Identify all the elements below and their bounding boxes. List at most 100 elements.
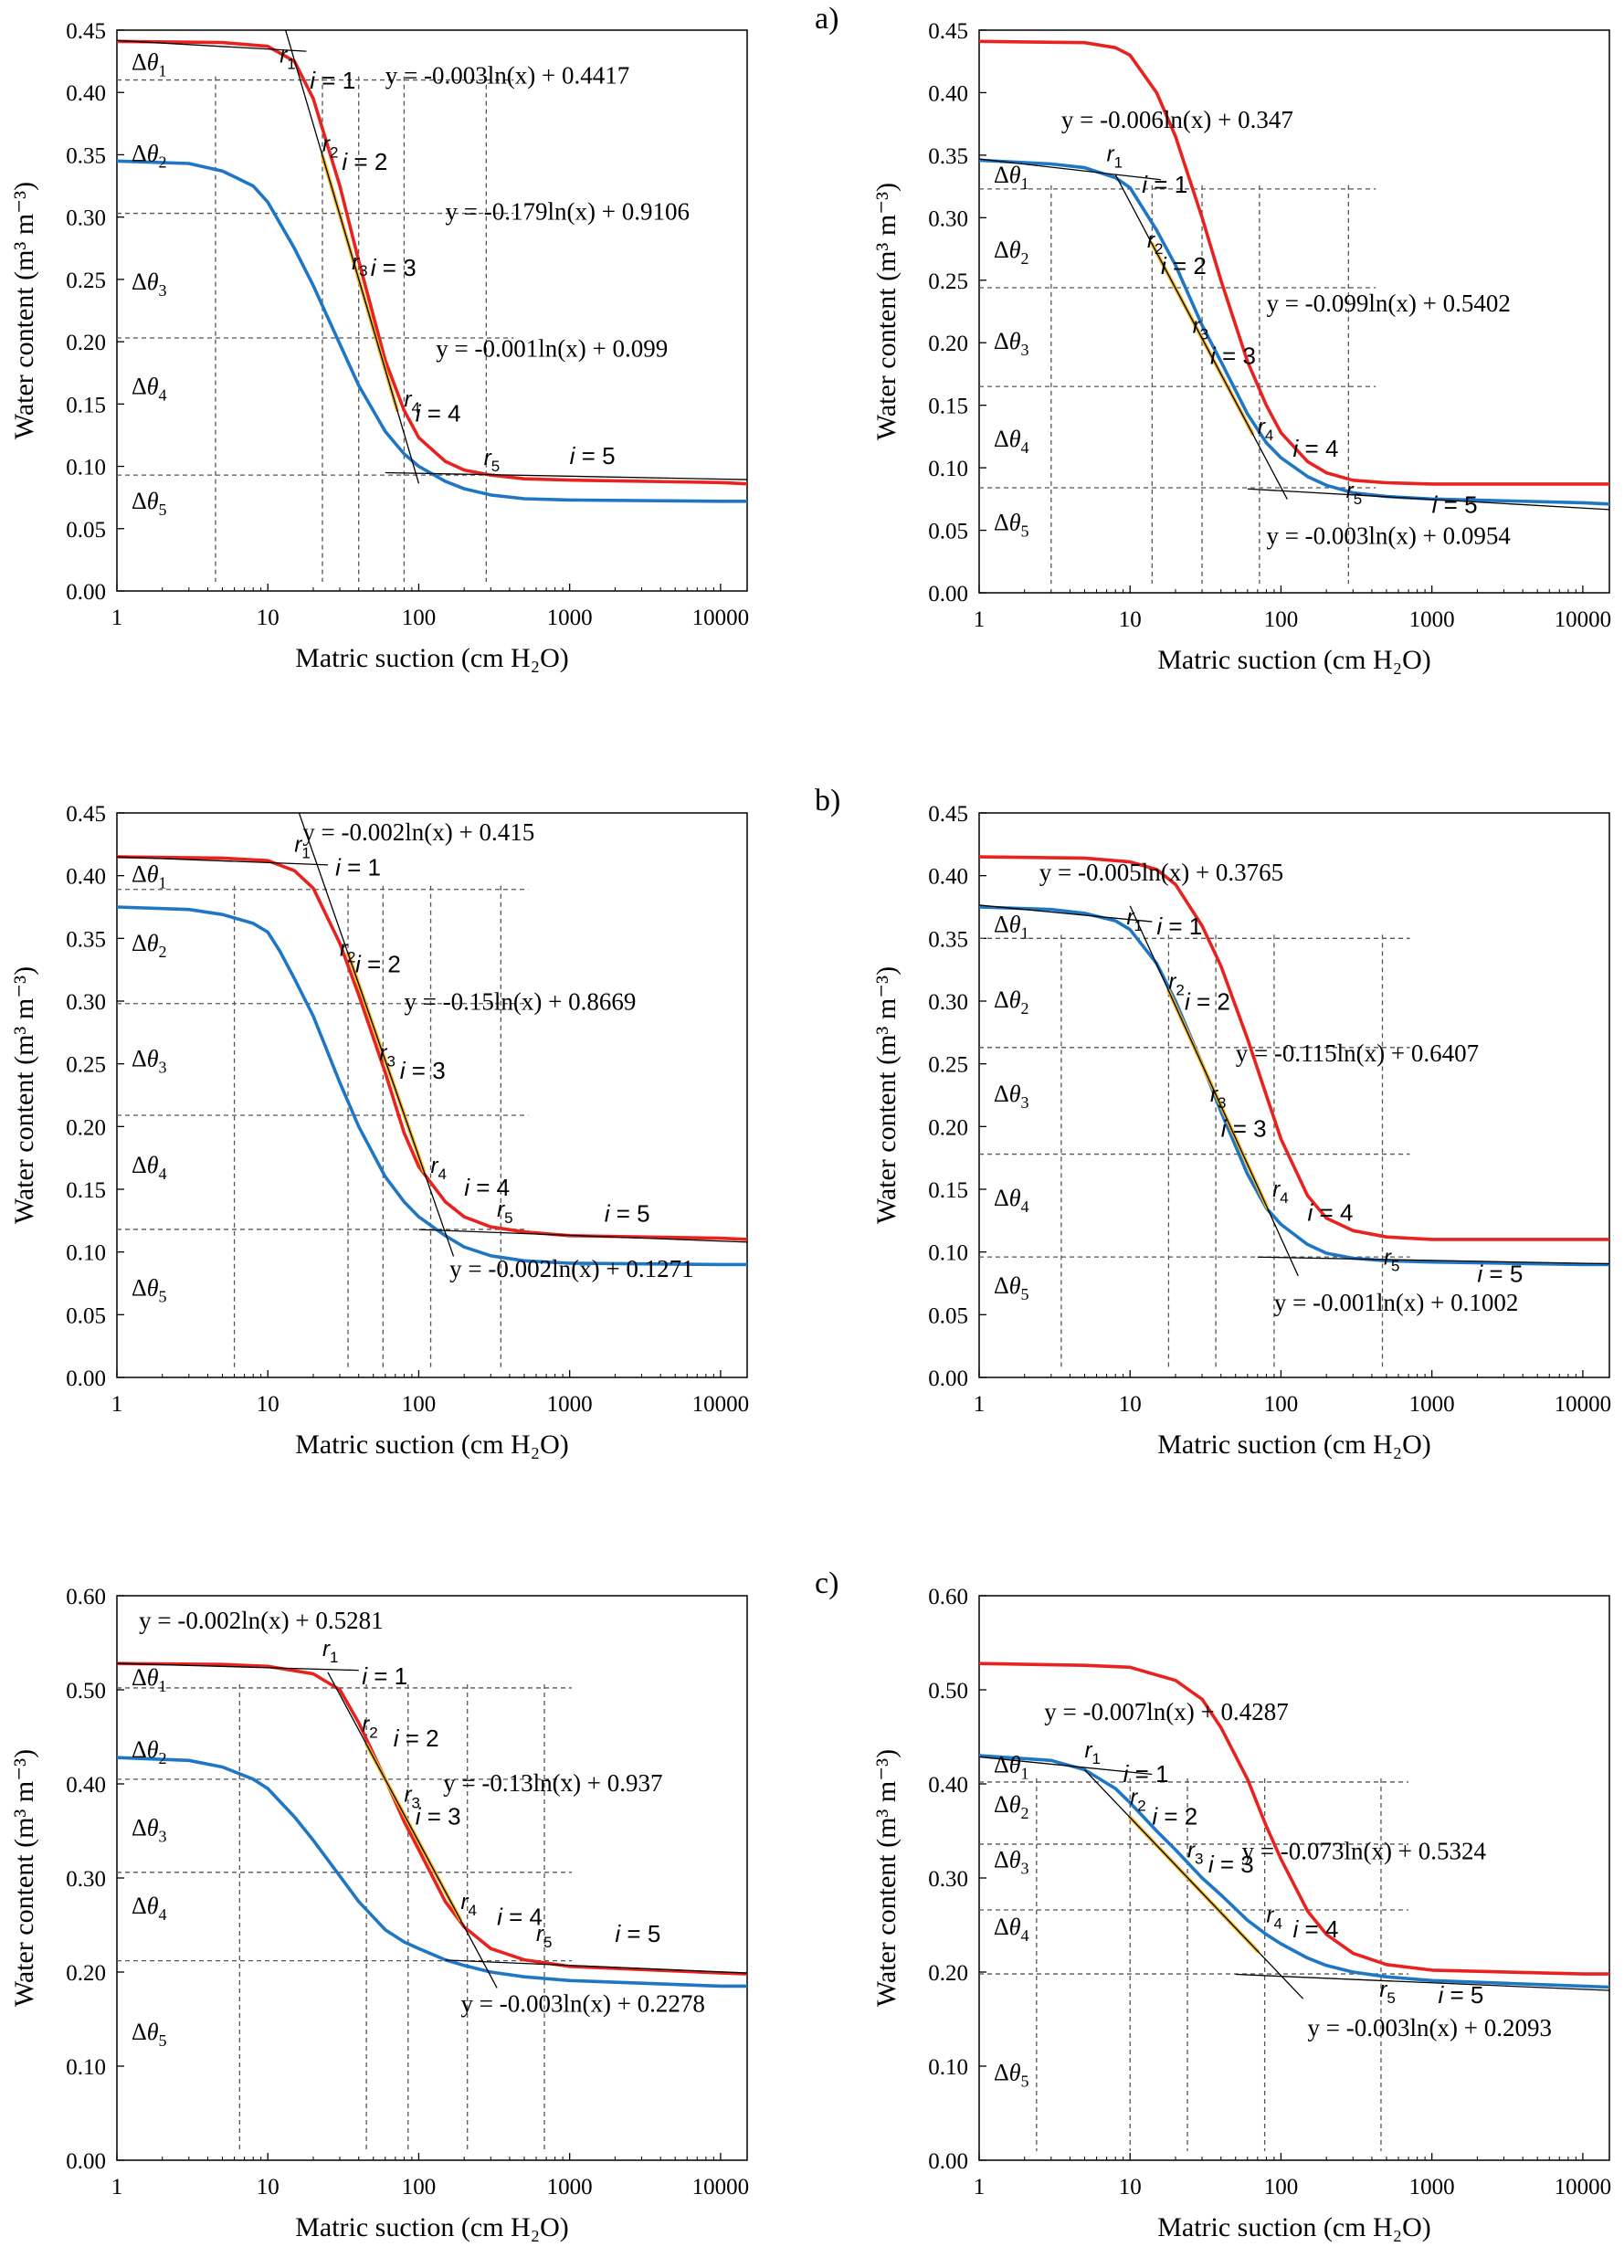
- i-label: i = 5: [570, 442, 616, 469]
- y-axis-label: Water content (m³ m⁻³): [9, 182, 39, 439]
- tangent-line-1: [117, 39, 307, 52]
- tangent-line-3: [1235, 1973, 1609, 1991]
- x-tick-label: 1000: [547, 1392, 593, 1417]
- y-tick-label: 0.35: [66, 143, 106, 168]
- delta-theta-label: Δθ3: [994, 328, 1029, 359]
- equation-label: y = -0.002ln(x) + 0.1271: [449, 1255, 693, 1282]
- delta-theta-label: Δθ3: [132, 1045, 167, 1076]
- r-label: r1: [1127, 905, 1143, 934]
- plot-area: [117, 813, 747, 1368]
- x-tick-label: 10000: [1555, 607, 1612, 632]
- y-tick-label: 0.25: [66, 269, 106, 293]
- plot-frame: [116, 29, 748, 592]
- delta-theta-label: Δθ1: [132, 861, 167, 892]
- y-tick-label: 0.00: [66, 1366, 106, 1391]
- y-tick-label: 0.60: [928, 1585, 968, 1609]
- r-label: r4: [1266, 1903, 1281, 1932]
- r-label: r5: [1379, 1978, 1395, 2007]
- y-tick-label: 0.05: [66, 518, 106, 543]
- plot-area: [117, 30, 747, 582]
- x-tick-label: 1000: [1409, 1392, 1455, 1417]
- delta-theta-label: Δθ3: [132, 269, 167, 300]
- delta-theta-label: Δθ4: [132, 373, 167, 404]
- i-label: i = 5: [1439, 1981, 1484, 2009]
- i-label: i = 2: [1152, 1802, 1197, 1830]
- delta-theta-label: Δθ5: [994, 510, 1029, 541]
- delta-theta-label: Δθ1: [132, 1664, 167, 1695]
- equation-label: y = -0.001ln(x) + 0.1002: [1274, 1289, 1518, 1316]
- series-drying: [117, 39, 747, 486]
- tangent-line-2: [284, 30, 420, 484]
- equation-label: y = -0.003ln(x) + 0.4417: [385, 62, 629, 90]
- x-tick-label: 100: [402, 2175, 437, 2199]
- delta-theta-label: Δθ1: [994, 1752, 1029, 1783]
- r-label: r3: [380, 1041, 395, 1071]
- chart-panel-c-right: 0.00 0.10 0.20 0.30 0.40 0.50 0.60 1 10 100 1000 10…: [871, 1585, 1611, 2242]
- y-tick-label: 0.35: [66, 927, 106, 952]
- y-tick-label: 0.60: [66, 1585, 106, 1609]
- i-label: i = 2: [1185, 988, 1230, 1016]
- y-tick-label: 0.10: [66, 2055, 106, 2080]
- i-label: i = 3: [400, 1057, 446, 1084]
- i-label: i = 4: [464, 1174, 510, 1201]
- tangent-line-2: [1114, 174, 1288, 500]
- y-tick-label: 0.45: [66, 802, 106, 827]
- plot-area: [117, 1661, 747, 2151]
- x-axis-label: Matric suction (cm H₂O): [295, 643, 569, 673]
- y-tick-label: 0.20: [928, 1961, 968, 1986]
- x-tick-label: 10: [1119, 2175, 1142, 2199]
- equation-label: y = -0.115ln(x) + 0.6407: [1236, 1039, 1479, 1067]
- delta-theta-label: Δθ2: [132, 140, 167, 171]
- x-tick-label: 1: [974, 607, 986, 632]
- x-tick-label: 10: [257, 1392, 279, 1417]
- x-tick-label: 10: [1119, 607, 1142, 632]
- delta-theta-label: Δθ5: [994, 1272, 1029, 1303]
- y-tick-label: 0.25: [928, 269, 968, 294]
- y-tick-label: 0.10: [66, 1241, 106, 1266]
- r-label: r2: [1147, 228, 1163, 258]
- y-tick-label: 0.30: [928, 990, 968, 1015]
- y-tick-label: 0.30: [928, 206, 968, 231]
- x-tick-label: 100: [1264, 1392, 1299, 1417]
- equation-label: y = -0.002ln(x) + 0.5281: [139, 1607, 383, 1634]
- plot-frame: [978, 812, 1610, 1378]
- x-tick-label: 10: [257, 606, 279, 630]
- r-label: r5: [536, 1922, 552, 1951]
- i-label: i = 1: [1156, 912, 1202, 940]
- tangent-line-3: [385, 471, 747, 480]
- y-tick-label: 0.15: [66, 1178, 106, 1203]
- y-tick-label: 0.05: [928, 520, 968, 544]
- tangent-line-3: [1247, 488, 1609, 511]
- delta-theta-label: Δθ2: [994, 986, 1029, 1018]
- delta-theta-label: Δθ2: [994, 1791, 1029, 1822]
- x-tick-label: 10000: [692, 2175, 750, 2199]
- tangent-line-1: [117, 856, 329, 866]
- delta-theta-label: Δθ2: [994, 237, 1029, 268]
- row-label-c: c): [815, 1567, 839, 1600]
- x-tick-label: 10000: [1555, 2175, 1612, 2199]
- i-label: i = 1: [1123, 1760, 1169, 1788]
- i-label: i = 4: [416, 399, 461, 427]
- y-tick-label: 0.50: [66, 1679, 106, 1704]
- delta-theta-label: Δθ3: [132, 1815, 167, 1846]
- i-label: i = 4: [1293, 1915, 1339, 1943]
- r-label: r1: [294, 833, 310, 862]
- x-tick-label: 10: [1119, 1392, 1142, 1417]
- tangent-line-3: [445, 1959, 747, 1974]
- plot-frame: [978, 29, 1610, 594]
- r-label: r4: [431, 1154, 447, 1183]
- delta-theta-label: Δθ3: [994, 1847, 1029, 1878]
- y-tick-label: 0.30: [66, 990, 106, 1015]
- delta-theta-label: Δθ4: [132, 1152, 167, 1183]
- x-tick-label: 1000: [1409, 2175, 1455, 2199]
- y-axis-label: Water content (m³ m⁻³): [871, 183, 902, 440]
- chart-panel-a-left: 0.00 0.05 0.10 0.15 0.20 0.25 0.30 0.35 0.40 0.45…: [9, 19, 749, 673]
- r-label: r1: [279, 43, 295, 72]
- i-label: i = 5: [1477, 1261, 1523, 1288]
- x-axis-label: Matric suction (cm H₂O): [295, 2212, 569, 2242]
- i-label: i = 2: [1161, 252, 1207, 280]
- i-label: i = 2: [355, 950, 401, 977]
- x-axis-label: Matric suction (cm H₂O): [1157, 645, 1431, 675]
- i-label: i = 4: [1308, 1198, 1354, 1226]
- x-tick-label: 100: [402, 606, 437, 630]
